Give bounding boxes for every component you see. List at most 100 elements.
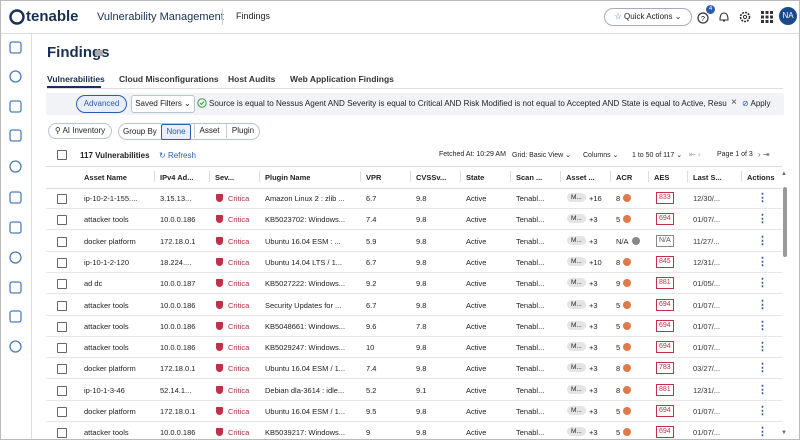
column-header[interactable]: IPv4 Ad... [160, 173, 194, 182]
column-header[interactable]: Scan ... [516, 173, 543, 182]
tab[interactable]: Host Audits [228, 74, 276, 84]
row-checkbox[interactable] [57, 194, 67, 204]
row [46, 357, 782, 380]
column-header[interactable]: Actions [747, 173, 775, 182]
help-icon[interactable]: ? [697, 9, 711, 25]
row-actions[interactable]: ⋮ [757, 192, 768, 204]
clear-filter[interactable]: × [731, 97, 737, 108]
scroll-down[interactable]: ▼ [781, 430, 787, 436]
cell: 7.4 [366, 215, 377, 225]
nav-icon[interactable] [9, 281, 22, 294]
settings-icon[interactable] [738, 10, 752, 24]
row-actions[interactable]: ⋮ [757, 341, 768, 354]
nav-icon[interactable] [9, 41, 22, 54]
nav-icon[interactable] [9, 221, 22, 234]
row-checkbox[interactable] [57, 343, 67, 354]
row-actions[interactable]: ⋮ [757, 234, 768, 247]
column-header[interactable]: CVSSv... [416, 173, 447, 182]
nav-icon[interactable] [9, 160, 22, 173]
tab[interactable]: Web Application Findings [290, 74, 394, 84]
row-checkbox[interactable] [57, 407, 67, 417]
row-checkbox[interactable] [57, 321, 67, 332]
apply-label: Apply [750, 99, 771, 108]
column-header[interactable]: AES [654, 173, 670, 182]
cell: Tenabl... [516, 194, 545, 203]
acr: 5 [616, 215, 621, 225]
cell: Security Updates for ... [265, 300, 342, 310]
grid-view[interactable]: Grid: Basic View ⌄ [512, 152, 572, 159]
scroll-up[interactable]: ▲ [781, 171, 787, 177]
refresh[interactable]: ↻ Refresh [159, 151, 196, 160]
nav-icon[interactable] [9, 251, 22, 264]
column-header[interactable]: VPR [366, 173, 382, 182]
row-actions[interactable]: ⋮ [757, 383, 768, 396]
tab[interactable]: Cloud Misconfigurations [119, 74, 219, 84]
cell: 18.224.... [160, 257, 192, 267]
row-actions[interactable]: ⋮ [757, 255, 768, 268]
asset-tag: M... [567, 320, 586, 330]
quick-actions-label: Quick Actions [624, 12, 673, 21]
nav-icon[interactable] [9, 310, 22, 323]
cell: 7.8 [416, 321, 427, 331]
column-separator [209, 171, 210, 182]
row-checkbox[interactable] [57, 257, 67, 268]
row-checkbox[interactable] [57, 279, 67, 290]
avatar[interactable]: NA [779, 7, 797, 25]
columns[interactable]: Columns ⌄ [583, 152, 619, 159]
section[interactable]: Findings [236, 11, 271, 21]
apps-icon[interactable] [761, 11, 773, 23]
group-option[interactable]: Asset [194, 124, 224, 138]
tab[interactable]: Vulnerabilities [47, 74, 105, 84]
row-actions[interactable]: ⋮ [757, 405, 768, 417]
nav-icon[interactable] [9, 70, 22, 83]
row-actions[interactable]: ⋮ [757, 298, 768, 311]
column-header[interactable]: Plugin Name [265, 173, 311, 182]
row-actions[interactable]: ⋮ [757, 213, 768, 226]
nav-icon[interactable] [9, 100, 22, 113]
brand: tenable [26, 8, 79, 25]
group-option[interactable]: None [161, 124, 191, 140]
scrollbar-thumb[interactable] [783, 187, 787, 257]
column-header[interactable]: Sev... [215, 173, 235, 182]
quick-actions[interactable]: ☆ Quick Actions ⌄ [604, 8, 692, 26]
column-header[interactable]: Asset Name [84, 173, 127, 182]
select-all[interactable] [57, 150, 67, 160]
next-last[interactable]: › ⇥ [758, 150, 770, 159]
first-prev[interactable]: ⇤ ‹ [689, 150, 701, 159]
row-actions[interactable]: ⋮ [757, 277, 768, 290]
ai-inventory-label: AI Inventory [62, 126, 106, 135]
nav-icon[interactable] [9, 191, 22, 204]
row-checkbox[interactable] [57, 428, 67, 439]
column-header[interactable]: Asset ... [566, 173, 595, 182]
saved-filters[interactable]: Saved Filters ⌄ [131, 95, 195, 113]
row-actions[interactable]: ⋮ [757, 426, 768, 439]
row-checkbox[interactable] [57, 300, 67, 311]
cell: 172.18.0.1 [160, 236, 196, 246]
filter-query[interactable]: Source is equal to Nessus Agent AND Seve… [209, 99, 727, 108]
nav-icon[interactable] [9, 129, 22, 142]
apply-button[interactable]: ⊘ Apply [742, 99, 771, 108]
range[interactable]: 1 to 50 of 117 ⌄ [632, 152, 683, 159]
nav-icon[interactable] [9, 340, 22, 353]
severity-icon [216, 194, 223, 202]
severity: Critica [228, 236, 250, 246]
column-header[interactable]: Last S... [693, 173, 722, 182]
row-checkbox[interactable] [57, 215, 67, 226]
cell: Tenabl... [516, 321, 545, 331]
row-actions[interactable]: ⋮ [757, 362, 768, 375]
asset-tag: M... [567, 427, 586, 437]
advanced-button[interactable]: Advanced [76, 95, 127, 113]
logo-icon [9, 9, 25, 25]
bell-icon[interactable] [717, 10, 731, 24]
column-header[interactable]: ACR [616, 173, 633, 182]
row-checkbox[interactable] [57, 385, 67, 396]
group-option[interactable]: Plugin [226, 124, 259, 138]
ai-inventory[interactable]: ⚲ AI Inventory [48, 123, 112, 139]
row-actions[interactable]: ⋮ [757, 319, 768, 332]
column-header[interactable]: State [466, 173, 485, 182]
row-checkbox[interactable] [57, 364, 67, 375]
acr: 5 [616, 407, 621, 416]
severity-icon [216, 428, 223, 437]
cell: 10.0.0.187 [160, 279, 196, 289]
row-checkbox[interactable] [57, 236, 67, 247]
